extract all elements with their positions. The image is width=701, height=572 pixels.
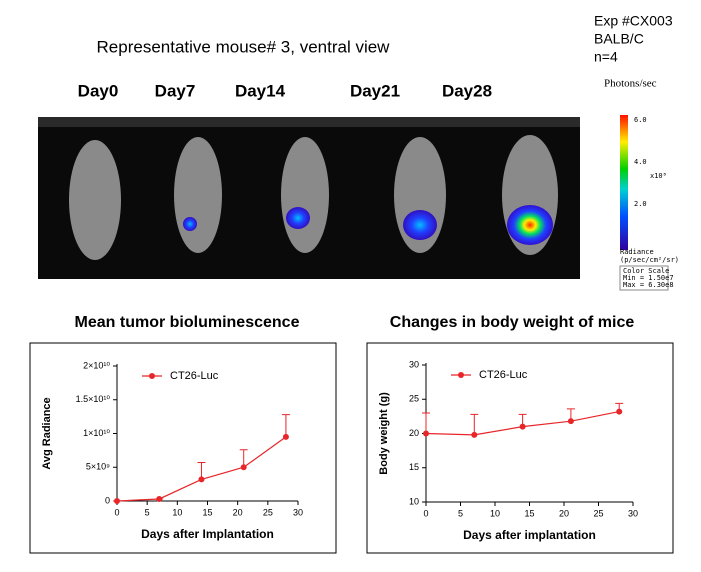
y-tick-label: 5×10⁹: [86, 462, 110, 472]
x-tick-label: 30: [293, 507, 303, 517]
marker: [567, 418, 574, 425]
x-tick-label: 10: [490, 508, 500, 518]
x-tick-label: 30: [628, 508, 638, 518]
x-tick-label: 5: [458, 508, 463, 518]
x-tick-label: 15: [524, 508, 534, 518]
panel: [29, 342, 337, 554]
x-tick-label: 10: [172, 507, 182, 517]
y-tick-label: 25: [409, 394, 419, 404]
y-tick-label: 20: [409, 428, 419, 438]
day-label: Day0: [78, 81, 119, 100]
x-tick-label: 0: [114, 507, 119, 517]
x-axis-label: Days after Implantation: [141, 527, 274, 541]
y-tick-label: 30: [409, 359, 419, 369]
marker: [198, 476, 205, 483]
day-label: Day21: [350, 81, 400, 100]
day-label: Day7: [155, 81, 196, 100]
marker: [156, 495, 163, 502]
x-tick-label: 25: [263, 507, 273, 517]
x-axis-label: Days after implantation: [463, 528, 596, 542]
colorbar-scale: Min = 1.50e7: [623, 274, 674, 282]
unit: Photons/sec: [604, 78, 657, 90]
experiment: n=4: [594, 49, 618, 65]
experiment: BALB/C: [594, 31, 644, 47]
legend-label: CT26-Luc: [479, 369, 528, 381]
day-label: Day28: [442, 81, 492, 100]
y-axis-label: Body weight (g): [378, 392, 390, 475]
colorbar: [620, 115, 628, 250]
experiment: Exp #CX003: [594, 13, 673, 29]
error-bar: [281, 414, 290, 437]
y-tick-label: 10: [409, 496, 419, 506]
chart-title: Mean tumor bioluminescence: [75, 314, 300, 331]
marker: [519, 423, 526, 430]
colorbar-tick: 2.0: [634, 200, 647, 208]
y-axis-label: Avg Radiance: [41, 397, 53, 469]
y-tick-label: 1×10¹⁰: [83, 428, 110, 438]
colorbar-scale: Max = 6.30e8: [623, 281, 674, 289]
y-tick-label: 15: [409, 462, 419, 472]
colorbar-tick: 4.0: [634, 158, 647, 166]
marker: [471, 431, 478, 438]
x-tick-label: 15: [202, 507, 212, 517]
colorbar-multiplier: x10⁸: [650, 172, 667, 180]
colorbar-tick: 6.0: [634, 116, 647, 124]
caption: Representative mouse# 3, ventral view: [97, 37, 391, 56]
colorbar-scale: Color Scale: [623, 267, 669, 275]
photo: [38, 117, 580, 279]
y-tick-label: 1.5×10¹⁰: [76, 394, 111, 404]
x-tick-label: 20: [233, 507, 243, 517]
x-tick-label: 25: [593, 508, 603, 518]
chart-title: Changes in body weight of mice: [390, 314, 635, 331]
colorbar-label: (p/sec/cm²/sr): [620, 256, 679, 264]
error-bar: [422, 412, 430, 434]
legend-marker: [458, 372, 464, 378]
x-tick-label: 0: [423, 508, 428, 518]
legend-label: CT26-Luc: [170, 370, 219, 382]
colorbar-label: Radiance: [620, 248, 654, 256]
x-tick-label: 20: [559, 508, 569, 518]
day-label: Day14: [235, 81, 286, 100]
marker: [240, 464, 247, 471]
marker: [423, 430, 429, 437]
panel: [366, 342, 674, 554]
x-tick-label: 5: [145, 507, 150, 517]
y-tick-label: 0: [105, 495, 110, 505]
error-bar: [470, 413, 479, 435]
marker: [114, 498, 120, 504]
legend-marker: [149, 373, 155, 379]
y-tick-label: 2×10¹⁰: [83, 360, 110, 370]
marker: [282, 433, 289, 440]
marker: [616, 408, 623, 415]
